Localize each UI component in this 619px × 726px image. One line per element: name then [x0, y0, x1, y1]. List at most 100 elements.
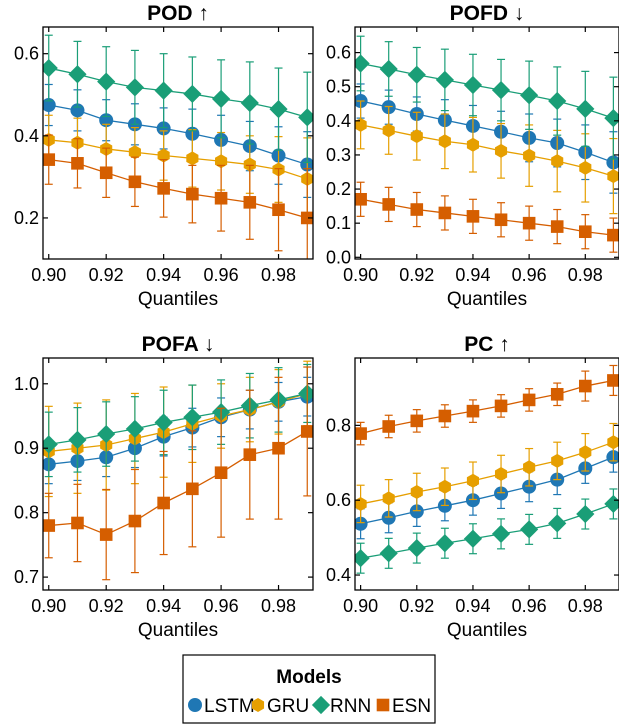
data-point — [382, 123, 395, 138]
data-point — [494, 213, 508, 227]
series-rnn — [355, 488, 619, 574]
x-tick-label: 0.92 — [89, 265, 124, 285]
data-point — [269, 100, 288, 119]
data-point — [214, 466, 228, 480]
data-point — [491, 81, 511, 100]
legend-label: GRU — [267, 696, 309, 717]
x-tick-label: 0.92 — [89, 596, 124, 616]
data-point — [382, 491, 395, 506]
data-point — [99, 166, 113, 180]
y-tick-label: 0.7 — [14, 567, 39, 587]
legend-marker — [251, 698, 265, 712]
data-point — [410, 203, 424, 216]
legend-label: LSTM — [204, 696, 255, 717]
chart-panel-3: POFA ↓ 0.90 0.92 0.94 0.96 0.98 0.7 0.8 0.9 1.0 Qu… — [14, 333, 314, 641]
data-point — [463, 529, 483, 548]
chart-panel-2: POFD ↓ 0.90 0.92 0.94 0.96 0.98 0.0 0.1 0.2 0.3 0.… — [326, 2, 619, 310]
data-point — [272, 441, 285, 455]
data-point — [355, 192, 367, 206]
y-tick-label: 0.6 — [326, 490, 351, 510]
data-point — [550, 387, 564, 401]
data-point — [156, 121, 171, 136]
y-tick-label: 0.8 — [14, 503, 39, 523]
data-point — [355, 496, 367, 511]
chart-panel-4: PC ↑ 0.90 0.92 0.94 0.96 0.98 0.4 0.6 0.8 Quantil… — [326, 333, 619, 641]
y-tick-label: 0.5 — [326, 77, 351, 97]
data-point — [186, 151, 199, 166]
data-point — [548, 91, 567, 111]
series-line — [48, 396, 308, 465]
data-point — [523, 148, 536, 163]
plot-frame — [354, 357, 619, 591]
data-point — [520, 520, 539, 539]
series-rnn — [43, 34, 313, 164]
data-point — [300, 425, 313, 438]
plot-area — [355, 364, 619, 574]
series-line — [360, 456, 614, 525]
data-point — [68, 65, 87, 84]
data-point — [71, 157, 84, 170]
data-point — [407, 65, 426, 84]
data-point — [125, 78, 145, 97]
data-point — [183, 408, 202, 427]
y-tick-label: 0.9 — [14, 438, 39, 458]
chart-title: PC ↑ — [464, 333, 510, 356]
series-lstm — [43, 376, 313, 485]
data-point — [211, 89, 231, 108]
data-point — [607, 228, 619, 242]
data-point — [157, 182, 170, 195]
data-point — [438, 134, 451, 149]
data-point — [157, 496, 170, 510]
x-tick-label: 0.96 — [512, 596, 547, 616]
legend-entry-esn: ESN — [376, 696, 431, 717]
x-tick-label: 0.90 — [343, 596, 378, 616]
data-point — [491, 524, 511, 543]
data-point — [410, 129, 423, 144]
data-point — [435, 534, 454, 553]
series-esn — [355, 181, 619, 253]
data-point — [382, 198, 396, 211]
data-point — [576, 99, 595, 118]
data-point — [466, 404, 480, 418]
data-point — [382, 420, 396, 433]
data-point — [43, 58, 58, 78]
data-point — [154, 81, 173, 100]
plot-area — [43, 360, 313, 581]
data-point — [355, 516, 368, 531]
series-line — [360, 198, 614, 236]
series-line — [360, 379, 614, 435]
data-point — [379, 544, 398, 563]
series-gru — [43, 114, 313, 221]
x-axis-label: Quantiles — [138, 289, 218, 310]
data-point — [355, 549, 370, 568]
data-point — [607, 435, 619, 450]
data-point — [494, 143, 508, 158]
series-line — [360, 100, 614, 164]
legend-frame — [182, 654, 436, 724]
x-tick-label: 0.96 — [512, 265, 547, 285]
data-point — [355, 427, 367, 440]
data-point — [186, 187, 199, 201]
plot-frame — [354, 26, 619, 260]
x-tick-label: 0.98 — [568, 596, 603, 616]
legend-title: Models — [276, 667, 341, 688]
data-point — [606, 155, 619, 170]
data-point — [43, 435, 58, 454]
data-point — [438, 206, 452, 220]
series-line — [48, 430, 308, 536]
y-tick-label: 0.6 — [14, 44, 39, 64]
data-point — [381, 510, 396, 525]
data-point — [71, 516, 84, 530]
legend-entry-gru: GRU — [251, 696, 309, 717]
series-line — [360, 503, 614, 559]
data-point — [97, 72, 116, 91]
data-point — [128, 145, 141, 160]
data-point — [99, 528, 113, 541]
legend-entry-rnn: RNN — [311, 695, 371, 717]
data-point — [157, 148, 170, 163]
data-point — [298, 108, 313, 127]
data-point — [300, 211, 313, 225]
data-point — [438, 409, 452, 423]
data-point — [128, 514, 142, 528]
